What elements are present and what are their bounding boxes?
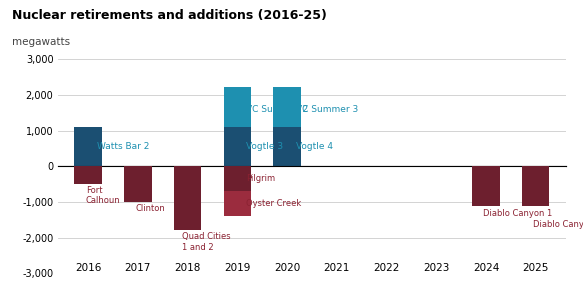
Bar: [273, 87, 301, 127]
Text: 2020: 2020: [274, 263, 300, 273]
Text: 2022: 2022: [373, 263, 400, 273]
Text: Nuclear retirements and additions (2016-25): Nuclear retirements and additions (2016-…: [12, 9, 326, 22]
Text: megawatts: megawatts: [12, 37, 70, 47]
Bar: [273, 127, 301, 166]
Text: 2023: 2023: [423, 263, 449, 273]
Bar: [75, 127, 102, 166]
Bar: [124, 166, 152, 202]
Bar: [522, 166, 549, 206]
Text: VC Summer 3: VC Summer 3: [296, 105, 358, 114]
Bar: [224, 191, 251, 216]
Text: 2025: 2025: [522, 263, 549, 273]
Bar: [224, 166, 251, 191]
Bar: [75, 166, 102, 184]
Text: Clinton: Clinton: [135, 204, 165, 213]
Bar: [174, 166, 201, 230]
Text: Pilgrim: Pilgrim: [246, 174, 275, 183]
Text: 2019: 2019: [224, 263, 251, 273]
Text: Watts Bar 2: Watts Bar 2: [97, 142, 149, 151]
Text: Diablo Canyon 1: Diablo Canyon 1: [483, 209, 553, 218]
Text: 2016: 2016: [75, 263, 101, 273]
Bar: [224, 127, 251, 166]
Text: 2017: 2017: [125, 263, 151, 273]
Text: Diablo Canyon 2: Diablo Canyon 2: [533, 220, 583, 229]
Bar: [472, 166, 500, 206]
Text: 2024: 2024: [473, 263, 499, 273]
Bar: [224, 87, 251, 127]
Text: VC Summer 2: VC Summer 2: [246, 105, 308, 114]
Text: Fort
Calhoun: Fort Calhoun: [86, 186, 120, 205]
Text: Oyster Creek: Oyster Creek: [246, 199, 301, 208]
Text: Quad Cities
1 and 2: Quad Cities 1 and 2: [182, 232, 230, 252]
Text: 2018: 2018: [174, 263, 201, 273]
Text: Vogtle 3: Vogtle 3: [246, 142, 283, 151]
Text: Vogtle 4: Vogtle 4: [296, 142, 333, 151]
Text: 2021: 2021: [324, 263, 350, 273]
